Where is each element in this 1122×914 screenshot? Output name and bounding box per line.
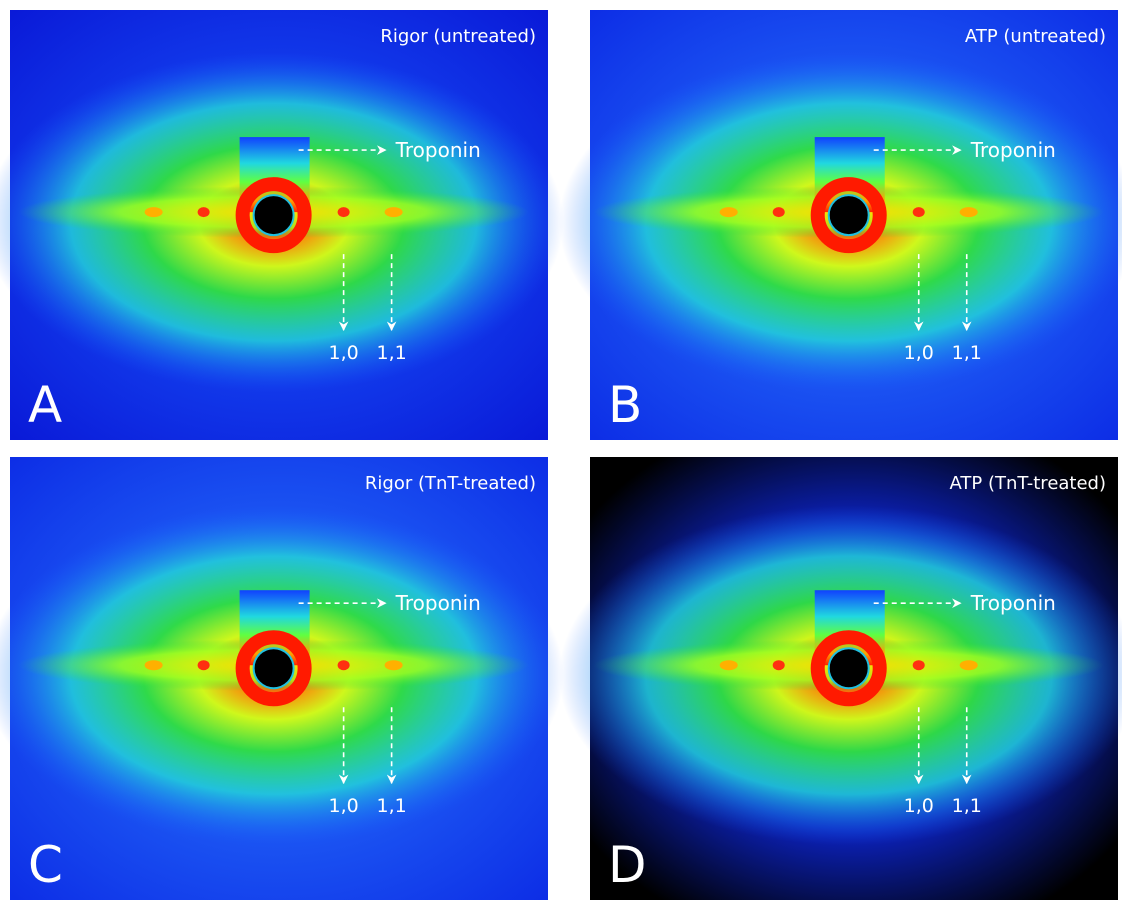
reflection-label: 1,0 xyxy=(904,342,934,364)
troponin-label: Troponin xyxy=(970,591,1056,615)
reflection-label: 1,1 xyxy=(377,795,407,817)
panel: Troponin 1,0 1,1 ATP (TnT-treated) D xyxy=(559,457,1122,900)
panel-letter: D xyxy=(608,836,647,894)
troponin-label: Troponin xyxy=(395,591,481,615)
reflection-label: 1,0 xyxy=(329,795,359,817)
reflection-spot xyxy=(198,207,210,217)
panel-letter: A xyxy=(28,376,62,434)
panel-title: Rigor (untreated) xyxy=(380,26,536,47)
panel-letter: B xyxy=(608,376,642,434)
reflection-spot xyxy=(960,207,978,217)
reflection-spot xyxy=(773,660,785,670)
reflection-spot xyxy=(913,660,925,670)
panel: Troponin 1,0 1,1 ATP (untreated) B xyxy=(559,10,1122,440)
reflection-label: 1,0 xyxy=(329,342,359,364)
reflection-spot xyxy=(145,660,163,670)
reflection-spot xyxy=(198,660,210,670)
reflection-label: 1,1 xyxy=(377,342,407,364)
beamstop xyxy=(254,195,294,235)
reflection-spot xyxy=(960,660,978,670)
panel: Troponin 1,0 1,1 Rigor (TnT-treated) C xyxy=(0,457,564,900)
reflection-spot xyxy=(145,207,163,217)
troponin-label: Troponin xyxy=(970,138,1056,162)
reflection-spot xyxy=(720,207,738,217)
reflection-spot xyxy=(385,660,403,670)
beamstop xyxy=(829,195,869,235)
panel-title: ATP (untreated) xyxy=(965,26,1106,47)
reflection-spot xyxy=(913,207,925,217)
figure: Troponin1,01,1Rigor (untreated)ATroponin… xyxy=(0,0,1122,910)
reflection-spot xyxy=(338,207,350,217)
reflection-spot xyxy=(338,660,350,670)
troponin-label: Troponin xyxy=(395,138,481,162)
reflection-label: 1,1 xyxy=(952,342,982,364)
beamstop xyxy=(829,648,869,688)
reflection-label: 1,1 xyxy=(952,795,982,817)
panel-letter: C xyxy=(28,836,63,894)
panel-title: Rigor (TnT-treated) xyxy=(365,473,536,494)
reflection-spot xyxy=(773,207,785,217)
beamstop xyxy=(254,648,294,688)
reflection-spot xyxy=(720,660,738,670)
reflection-label: 1,0 xyxy=(904,795,934,817)
panel-title: ATP (TnT-treated) xyxy=(950,473,1107,494)
panel: Troponin 1,0 1,1 Rigor (untreated) A xyxy=(0,10,564,440)
reflection-spot xyxy=(385,207,403,217)
